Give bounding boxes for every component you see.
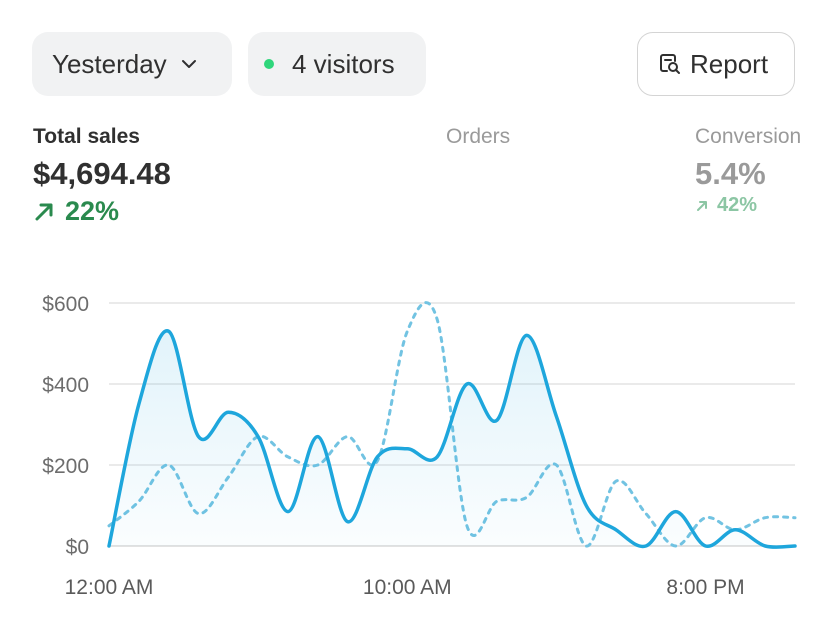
date-range-label: Yesterday — [52, 48, 167, 79]
sales-line-chart: $0 $200 $400 $600 12:00 AM 10:00 AM 8:00 PM — [42, 293, 797, 599]
sales-data-point — [138, 404, 139, 405]
sales-data-point — [586, 505, 587, 506]
sales-data-point — [198, 436, 199, 437]
sales-data-point — [795, 546, 796, 547]
chart-series — [107, 301, 797, 549]
metric-label: Total sales — [33, 125, 140, 148]
comparison-data-point — [526, 497, 527, 498]
metric-change-value: 42% — [717, 194, 758, 216]
sales-data-point — [377, 456, 378, 457]
metric-value: 5.4% — [695, 156, 766, 191]
sales-data-point — [675, 511, 676, 512]
sales-data-point — [496, 420, 497, 421]
sales-data-point — [168, 331, 169, 332]
arrow-up-right-icon — [35, 203, 53, 220]
y-tick-label: $600 — [42, 293, 89, 316]
metric-label: Conversion — [695, 125, 802, 148]
metric-orders[interactable]: Orders — [446, 124, 510, 150]
visitors-count: 4 visitors — [292, 48, 395, 79]
metric-change: 42% — [695, 194, 801, 217]
y-tick-label: $400 — [42, 374, 89, 397]
comparison-data-point — [287, 456, 288, 457]
sales-data-point — [765, 546, 766, 547]
comparison-data-point — [705, 517, 706, 518]
date-range-selector[interactable]: Yesterday — [32, 32, 232, 96]
metric-conversion[interactable]: Conversion 5.4% 42% — [695, 124, 801, 217]
y-axis: $0 $200 $400 $600 — [42, 293, 89, 559]
x-tick-label: 12:00 AM — [65, 576, 154, 599]
sales-series-area — [109, 330, 795, 548]
comparison-data-point — [198, 513, 199, 514]
comparison-data-point — [795, 517, 796, 518]
comparison-data-point — [735, 529, 736, 530]
x-tick-label: 10:00 AM — [363, 576, 452, 599]
comparison-data-point — [645, 513, 646, 514]
comparison-data-point — [407, 331, 408, 332]
comparison-data-point — [317, 465, 318, 466]
sales-data-point — [228, 412, 229, 413]
metric-label: Orders — [446, 125, 511, 148]
metric-total-sales[interactable]: Total sales $4,694.48 22% — [33, 124, 171, 227]
sales-data-point — [347, 521, 348, 522]
sales-data-point — [466, 384, 467, 385]
comparison-data-point — [228, 477, 229, 478]
y-tick-label: $200 — [42, 455, 89, 478]
sales-data-point — [526, 335, 527, 336]
metric-change-value: 22% — [65, 196, 120, 226]
chevron-down-icon — [181, 59, 197, 69]
sales-data-point — [287, 511, 288, 512]
live-visitors-badge[interactable]: 4 visitors — [248, 32, 426, 96]
report-button[interactable]: Report — [637, 32, 795, 96]
comparison-data-point — [258, 436, 259, 437]
comparison-data-point — [466, 525, 467, 526]
comparison-data-point — [675, 546, 676, 547]
comparison-data-point — [765, 517, 766, 518]
comparison-data-point — [437, 319, 438, 320]
comparison-data-point — [138, 501, 139, 502]
live-status-dot — [264, 59, 274, 69]
y-tick-label: $0 — [66, 536, 89, 559]
sales-data-point — [109, 546, 110, 547]
sales-data-point — [317, 436, 318, 437]
sales-data-point — [437, 456, 438, 457]
comparison-data-point — [556, 465, 557, 466]
metric-change: 22% — [33, 196, 171, 227]
sales-series-line — [107, 329, 797, 549]
arrow-up-right-icon — [697, 200, 707, 211]
comparison-data-point — [496, 501, 497, 502]
x-tick-label: 8:00 PM — [666, 576, 744, 599]
comparison-data-point — [586, 546, 587, 547]
sales-data-point — [616, 529, 617, 530]
metric-value: $4,694.48 — [33, 156, 171, 191]
comparison-data-point — [168, 465, 169, 466]
sales-data-point — [556, 416, 557, 417]
comparison-data-point — [109, 525, 110, 526]
comparison-data-point — [347, 436, 348, 437]
comparison-data-point — [377, 460, 378, 461]
report-label: Report — [690, 48, 769, 79]
sales-data-point — [645, 546, 646, 547]
comparison-data-point — [616, 481, 617, 482]
sales-data-point — [705, 546, 706, 547]
x-axis: 12:00 AM 10:00 AM 8:00 PM — [65, 576, 745, 599]
report-search-icon — [658, 52, 682, 76]
sales-data-point — [407, 448, 408, 449]
